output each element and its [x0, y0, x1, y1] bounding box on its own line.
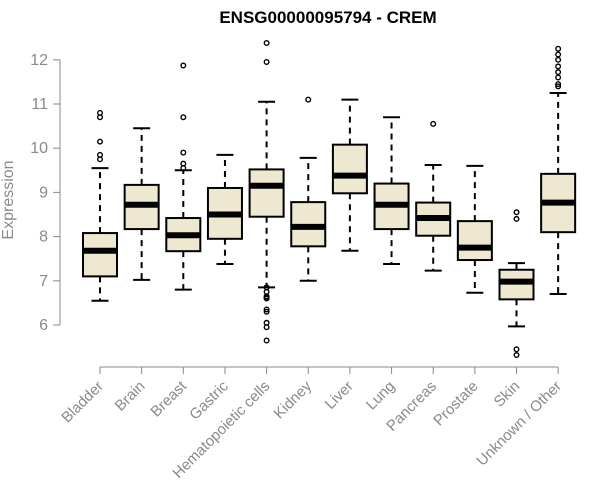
x-tick-label: Lung: [363, 378, 399, 414]
y-tick-label: 11: [31, 96, 48, 113]
box-group: [331, 98, 368, 252]
x-tick-label: Prostate: [430, 378, 482, 430]
outlier-point: [180, 160, 187, 167]
box-group: [415, 120, 452, 272]
box-iqr: [248, 168, 285, 218]
y-tick-label: 8: [39, 229, 48, 246]
y-axis: 6 7 8 9 10 11 12: [30, 52, 61, 334]
outlier-point: [555, 69, 562, 76]
outlier-point: [96, 109, 103, 116]
outlier-point: [96, 151, 103, 158]
y-tick-label: 7: [39, 273, 48, 290]
x-tick-label: Brain: [112, 378, 149, 415]
outlier-point: [555, 45, 562, 52]
box-group: [248, 40, 285, 344]
outlier-point: [555, 63, 562, 70]
x-tick-label: Liver: [322, 378, 357, 413]
y-tick-label: 6: [39, 317, 48, 334]
outlier-point: [180, 62, 187, 69]
x-tick-label: Kidney: [271, 377, 316, 422]
outlier-point: [555, 51, 562, 58]
outlier-point: [263, 284, 270, 291]
outlier-point: [430, 120, 437, 127]
x-tick-label: Bladder: [58, 378, 107, 427]
y-tick-label: 10: [30, 140, 48, 157]
outlier-point: [555, 81, 562, 88]
chart-title: ENSG00000095794 - CREM: [219, 8, 436, 27]
outlier-point: [305, 96, 312, 103]
outlier-point: [263, 40, 270, 47]
box-group: [82, 109, 118, 302]
y-tick-label: 9: [39, 184, 48, 201]
outlier-point: [513, 352, 520, 359]
outlier-point: [555, 74, 562, 81]
outlier-point: [263, 59, 270, 66]
box-group: [165, 62, 202, 291]
box-group: [498, 209, 535, 359]
box-group: [123, 127, 160, 281]
outlier-point: [513, 346, 520, 353]
outlier-point: [180, 114, 187, 121]
y-axis-label: Expression: [0, 160, 17, 239]
outlier-point: [180, 149, 187, 156]
outlier-point: [263, 306, 270, 313]
x-tick-label: Breast: [147, 377, 190, 420]
outlier-point: [263, 337, 270, 344]
outlier-point: [555, 56, 562, 63]
box-iqr: [82, 232, 118, 278]
x-tick-label: Skin: [491, 378, 524, 411]
outlier-point: [513, 209, 520, 216]
outlier-point: [263, 319, 270, 326]
box-group: [540, 45, 577, 296]
box-iqr: [456, 220, 493, 262]
box-group: [456, 164, 493, 294]
box-group: [373, 116, 410, 266]
outlier-point: [555, 83, 562, 90]
outlier-point: [96, 138, 103, 145]
y-tick-label: 12: [30, 52, 48, 69]
box-group: [290, 96, 327, 282]
box-series: [82, 40, 577, 359]
box-iqr: [331, 143, 368, 195]
outlier-point: [513, 215, 520, 222]
box-group: [206, 153, 243, 266]
outlier-point: [263, 308, 270, 315]
